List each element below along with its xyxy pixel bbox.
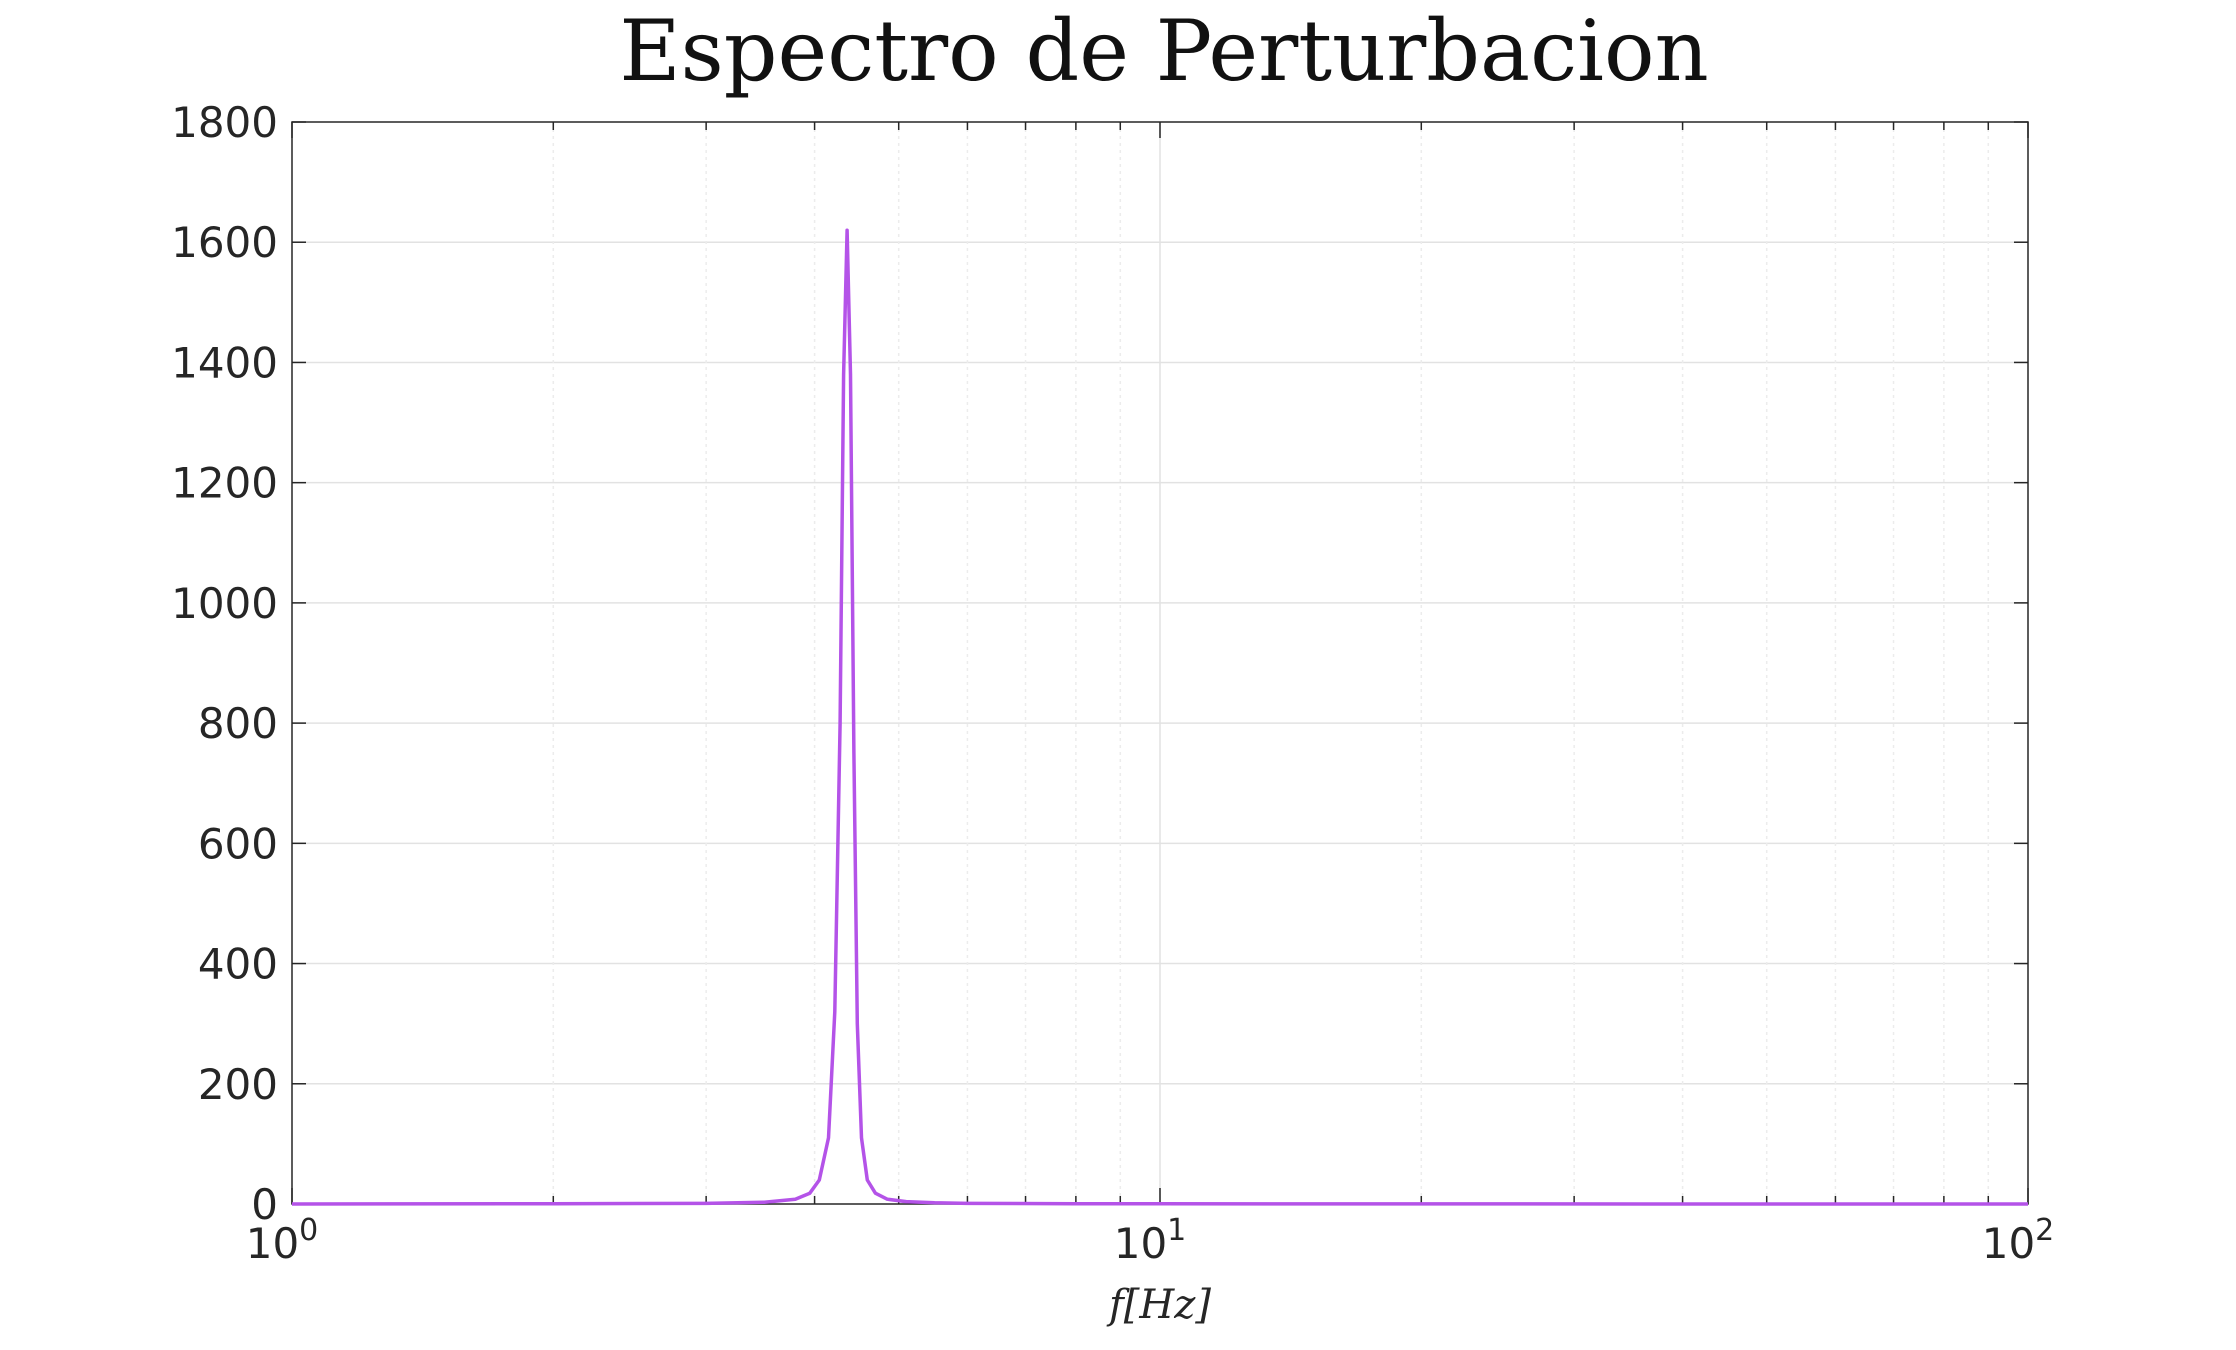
grid-lines [292, 122, 2028, 1204]
y-tick-label: 1000 [171, 579, 278, 628]
x-tick-exponent: 2 [2035, 1213, 2054, 1248]
x-tick-labels: 100 101 102 [246, 1213, 2055, 1268]
series-line-0 [291, 228, 2028, 1206]
x-tick-base: 10 [246, 1219, 299, 1268]
y-tick-label: 0 [251, 1180, 278, 1229]
x-tick-exponent: 1 [1167, 1213, 1186, 1248]
y-tick-label: 400 [198, 940, 278, 989]
x-axis-label: f[Hz] [1106, 1282, 1211, 1328]
x-tick-label: 100 [246, 1213, 319, 1268]
y-tick-label: 1200 [171, 459, 278, 508]
y-tick-label: 200 [198, 1060, 278, 1109]
y-tick-label: 600 [198, 819, 278, 868]
x-tick-exponent: 0 [299, 1213, 318, 1248]
y-tick-labels: 0 200 400 600 800 1000 1200 1400 1600 1800 [171, 98, 278, 1229]
y-tick-label: 1800 [171, 98, 278, 147]
series-layer [291, 228, 2028, 1206]
y-tick-label: 1400 [171, 338, 278, 387]
y-tick-label: 1600 [171, 218, 278, 267]
y-tick-label: 800 [198, 699, 278, 748]
x-tick-label: 101 [1114, 1213, 1187, 1268]
x-tick-base: 10 [1982, 1219, 2035, 1268]
x-tick-label: 102 [1982, 1213, 2055, 1268]
chart-title: Espectro de Perturbacion [619, 2, 1708, 100]
x-tick-base: 10 [1114, 1219, 1167, 1268]
